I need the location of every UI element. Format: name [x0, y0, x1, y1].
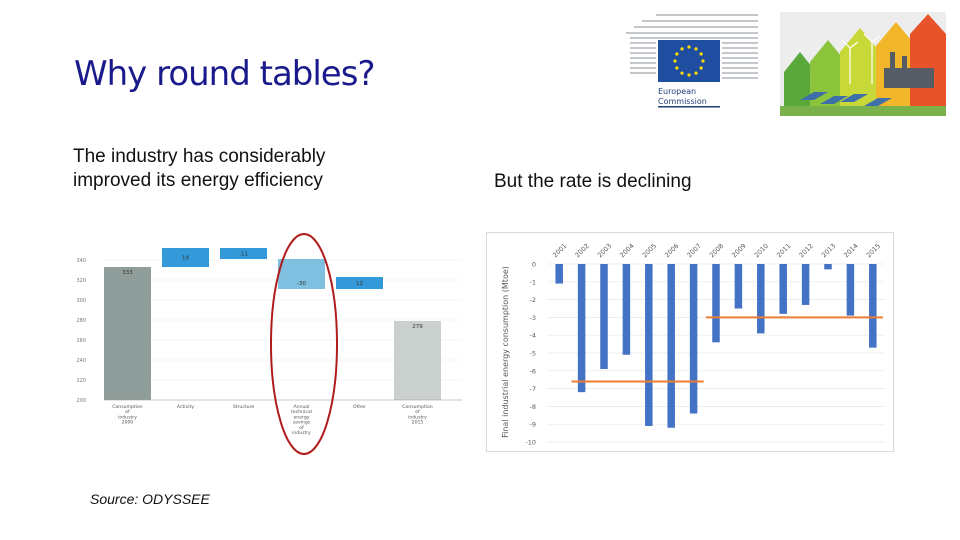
eu-star: [680, 47, 684, 51]
category-label: Consumption of industry 2000: [112, 404, 143, 426]
bar-2010: [757, 264, 765, 334]
y-tick-label: 240: [76, 358, 86, 364]
data-label: 12: [356, 281, 363, 287]
eu-star: [699, 52, 703, 56]
waterfall-bar: [336, 277, 383, 289]
bar-2011: [779, 264, 787, 314]
bar-2005: [645, 264, 653, 426]
waterfall-bar: [220, 248, 267, 259]
data-label: -30: [297, 281, 306, 287]
bar-2014: [846, 264, 855, 316]
y-axis-label: Final industrial energy consumption (Mto…: [501, 266, 510, 438]
data-label: -11: [239, 252, 248, 258]
bar-2004: [622, 264, 631, 355]
y-tick-label: -4: [530, 332, 536, 340]
y-tick-label: 300: [76, 298, 86, 304]
y-tick-label: -5: [530, 350, 536, 358]
logo-text: European Commission: [658, 87, 707, 106]
eu-star: [701, 59, 705, 63]
annual-change-chart: 0-1-2-3-4-5-6-7-8-9-10 2001 2002 2003 2004 2…: [486, 232, 894, 452]
category-label: Structure: [233, 404, 255, 410]
bar-2012: [801, 264, 810, 305]
y-tick-label: 220: [76, 378, 86, 384]
bar-2009: [734, 264, 743, 309]
eu-star: [699, 66, 703, 70]
y-tick-label: 340: [76, 258, 86, 264]
bar-2001: [555, 264, 563, 284]
eu-star: [694, 71, 698, 75]
wind-turbine-icon: [841, 33, 881, 84]
bar-2013: [824, 264, 832, 270]
y-tick-label: 280: [76, 318, 86, 324]
y-tick-label: -9: [530, 421, 536, 429]
bar-2008: [712, 264, 720, 343]
eu-stars-icon: [673, 45, 705, 77]
highlight-ellipse: [270, 233, 338, 455]
bar-2015: [869, 264, 877, 348]
bar-2006: [667, 264, 675, 428]
eu-star: [673, 59, 677, 63]
left-subtitle: The industry has considerably improved i…: [73, 146, 326, 191]
category-label: Annual technical energy savings of industry: [291, 404, 312, 436]
eu-star: [675, 66, 679, 70]
y-tick-label: -6: [530, 367, 536, 375]
waterfall-bar: [278, 259, 325, 289]
data-label: 279: [412, 324, 423, 330]
eu-star: [680, 71, 684, 75]
category-label: Consumption of industry 2015: [402, 404, 433, 426]
y-tick-label: 260: [76, 338, 86, 344]
eu-star: [687, 73, 691, 77]
data-label: 19: [182, 256, 189, 262]
y-tick-label: -10: [525, 439, 536, 447]
y-tick-label: 320: [76, 278, 86, 284]
eu-star: [694, 47, 698, 51]
factory-icon: [884, 52, 934, 88]
waterfall-bar: [162, 248, 209, 267]
y-tick-label: -8: [530, 403, 536, 411]
eu-star: [687, 45, 691, 49]
y-tick-label: -7: [530, 385, 536, 393]
category-label: Activity: [177, 404, 194, 410]
waterfall-bar: [394, 321, 441, 400]
y-tick-label: 200: [76, 398, 86, 404]
y-tick-label: -2: [530, 296, 536, 304]
y-tick-label: 0: [532, 261, 536, 269]
bar-2007: [689, 264, 698, 414]
category-label: Other: [353, 404, 366, 410]
european-commission-logo: European Commission: [626, 14, 758, 108]
bar-2003: [600, 264, 608, 370]
waterfall-bar: [104, 267, 151, 400]
data-label: 333: [122, 270, 133, 276]
energy-efficiency-illustration: [780, 12, 946, 116]
bar-2002: [577, 264, 586, 393]
page-title: Why round tables?: [74, 54, 375, 94]
y-tick-label: -1: [530, 278, 536, 286]
solar-panel-icon: [800, 92, 892, 106]
source-note: Source: ODYSSEE: [90, 491, 210, 507]
y-tick-label: -3: [530, 314, 536, 322]
waterfall-chart: 340 320 300 280 260 240 220 200 333 19 -11 -30 12 27…: [76, 233, 462, 455]
right-subtitle: But the rate is declining: [494, 171, 692, 192]
eu-star: [675, 52, 679, 56]
